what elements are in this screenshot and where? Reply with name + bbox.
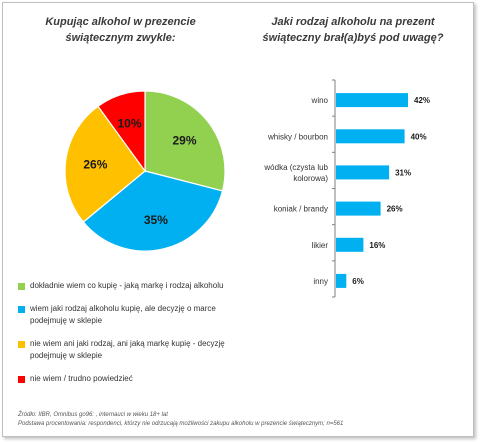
pie-slice-label: 10%: [117, 116, 141, 130]
legend-swatch: [18, 376, 25, 383]
legend-label: nie wiem / trudno powiedzieć: [30, 374, 133, 383]
category-label: kolorowa): [293, 174, 328, 183]
pie-slice: [64, 105, 146, 223]
bar: [336, 237, 364, 252]
bar-chart-title: Jaki rodzaj alkoholu na prezent świątecz…: [262, 16, 444, 44]
legend-swatch: [18, 306, 25, 313]
category-label: wino: [311, 96, 329, 105]
legend-item: nie wiem / trudno powiedzieć: [18, 373, 243, 385]
footnote-source: Źródło: IIBR, Omnibus go96: , internauci…: [18, 412, 168, 418]
category-label: inny: [313, 277, 328, 286]
legend-swatch: [18, 341, 25, 348]
bar-value-label: 26%: [387, 205, 403, 214]
legend-label: nie wiem ani jaki rodzaj, ani jaką markę…: [30, 339, 225, 360]
pie-slice: [97, 90, 146, 173]
legend-item: wiem jaki rodzaj alkoholu kupię, ale dec…: [18, 303, 243, 327]
legend-label: dokładnie wiem co kupię - jaką markę i r…: [30, 281, 224, 290]
bar-value-label: 16%: [369, 241, 385, 250]
pie-slice-label: 26%: [83, 158, 107, 172]
legend-label: wiem jaki rodzaj alkoholu kupię, ale dec…: [30, 304, 216, 325]
pie-chart-title: Kupując alkohol w prezencie świątecznym …: [45, 16, 196, 44]
pie-slice: [144, 90, 226, 192]
pie-slice: [82, 170, 224, 252]
bar: [336, 201, 381, 216]
footnote-base: Podstawa procentowania: respondenci, któ…: [18, 421, 344, 427]
bar: [336, 273, 347, 288]
bar: [336, 165, 390, 180]
legend-swatch: [18, 283, 25, 290]
pie-slice-label: 35%: [144, 213, 168, 227]
legend-item: nie wiem ani jaki rodzaj, ani jaką markę…: [18, 338, 243, 362]
category-label: likier: [312, 241, 329, 250]
bar-value-label: 40%: [411, 132, 427, 141]
category-label: whisky / bourbon: [267, 132, 328, 141]
bar: [336, 129, 405, 144]
bar: [336, 93, 408, 108]
pie-slice-label: 29%: [172, 133, 196, 147]
category-label: wódka (czysta lub: [263, 163, 328, 172]
footnote: Źródło: IIBR, Omnibus go96: , internauci…: [18, 411, 468, 429]
pie-legend: dokładnie wiem co kupię - jaką markę i r…: [18, 280, 243, 396]
legend-item: dokładnie wiem co kupię - jaką markę i r…: [18, 280, 243, 292]
bar-value-label: 42%: [414, 96, 430, 105]
category-label: koniak / brandy: [274, 205, 328, 214]
bar-value-label: 31%: [395, 168, 411, 177]
bar-value-label: 6%: [352, 277, 364, 286]
